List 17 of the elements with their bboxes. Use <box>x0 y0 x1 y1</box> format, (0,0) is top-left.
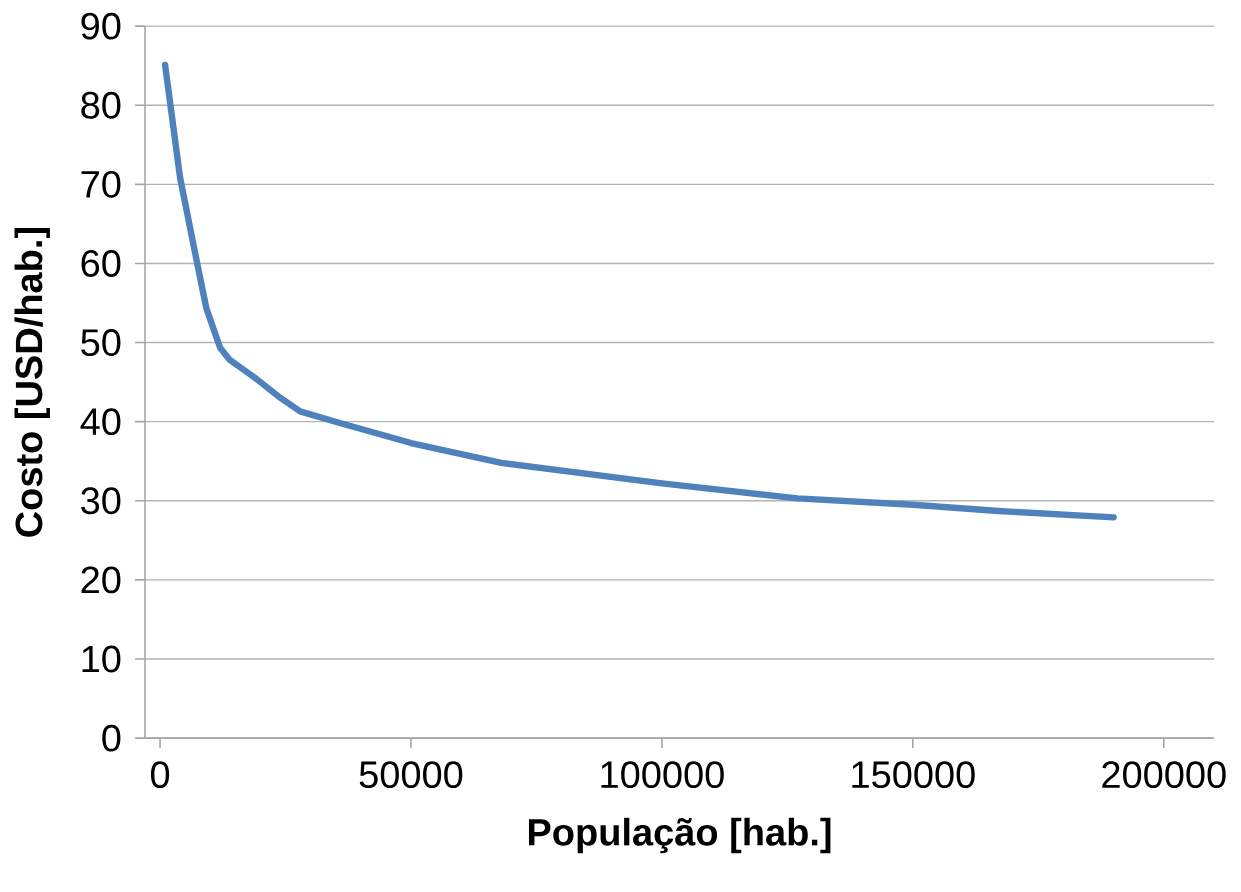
x-tick-label: 0 <box>150 761 170 789</box>
y-tick-label: 50 <box>81 329 121 356</box>
y-tick-label: 20 <box>81 566 121 594</box>
y-tick-label: 30 <box>81 487 121 515</box>
x-tick-label: 50000 <box>359 761 463 789</box>
y-axis-title: Costo [USD/hab.] <box>14 228 50 537</box>
y-tick-label: 80 <box>81 91 121 119</box>
y-tick-label: 70 <box>81 170 121 198</box>
x-tick-label: 100000 <box>601 761 724 789</box>
y-tick-label: 40 <box>80 408 121 436</box>
x-tick-label: 150000 <box>852 761 975 789</box>
y-tick-label: 60 <box>81 249 121 277</box>
x-tick-label: 200000 <box>1102 761 1226 789</box>
y-tick-label: 0 <box>102 724 121 752</box>
x-axis-title: População [hab.] <box>528 817 831 854</box>
y-tick-label: 90 <box>81 12 121 40</box>
y-tick-label: 10 <box>82 645 121 673</box>
